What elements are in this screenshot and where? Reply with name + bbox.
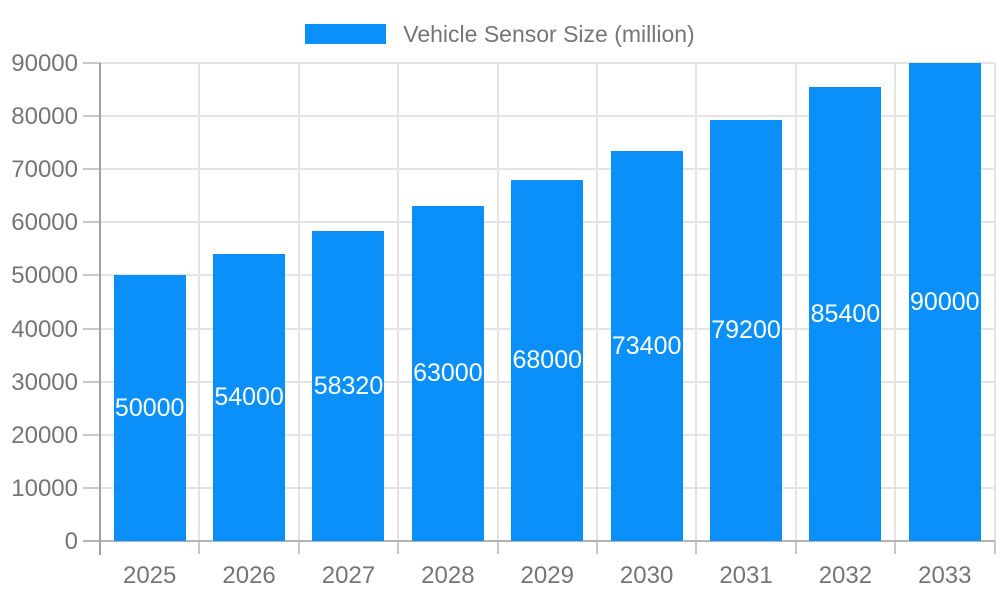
bar-2031[interactable]: 79200 <box>710 120 783 541</box>
x-gridline <box>496 63 499 541</box>
x-axis-tick <box>595 541 598 554</box>
y-axis-label: 0 <box>64 528 78 555</box>
y-axis-label: 20000 <box>11 421 78 449</box>
bar-value-label: 79200 <box>711 316 781 345</box>
x-gridline <box>695 63 698 541</box>
x-gridline <box>198 63 201 541</box>
y-axis-line <box>99 63 101 555</box>
x-axis-tick <box>496 541 499 554</box>
y-axis-label: 10000 <box>11 474 78 502</box>
x-gridline <box>595 63 598 541</box>
bar-value-label: 68000 <box>512 345 583 374</box>
x-axis-label: 2030 <box>619 562 674 589</box>
y-axis-label: 80000 <box>11 103 78 131</box>
y-axis-tick <box>83 486 100 489</box>
bar-value-label: 90000 <box>910 287 980 316</box>
y-axis-label: 90000 <box>11 50 78 77</box>
bar-value-label: 50000 <box>114 393 185 422</box>
x-axis-tick <box>695 541 698 554</box>
y-axis-tick <box>83 115 100 118</box>
x-axis-label: 2027 <box>321 562 376 589</box>
legend[interactable]: Vehicle Sensor Size (million) <box>0 21 1000 47</box>
y-axis-tick <box>83 62 100 64</box>
y-axis-label: 60000 <box>11 209 78 237</box>
y-axis-tick <box>83 433 100 436</box>
x-axis-label: 2032 <box>818 562 873 589</box>
bar-2032[interactable]: 85400 <box>809 87 882 541</box>
legend-swatch <box>305 24 387 44</box>
x-axis-label: 2029 <box>520 562 574 589</box>
legend-label: Vehicle Sensor Size (million) <box>403 21 695 47</box>
y-gridline <box>100 115 995 118</box>
x-axis-label: 2033 <box>918 562 972 589</box>
bar-2028[interactable]: 63000 <box>411 206 484 541</box>
bar-2033[interactable]: 90000 <box>908 63 981 541</box>
x-axis-tick <box>297 541 300 554</box>
x-gridline <box>993 63 996 541</box>
x-gridline <box>794 63 797 541</box>
bar-2027[interactable]: 58320 <box>312 231 385 541</box>
y-axis-tick <box>83 168 100 171</box>
y-axis-tick <box>83 221 100 224</box>
bar-2025[interactable]: 50000 <box>113 275 186 541</box>
y-axis-tick <box>83 380 100 383</box>
y-axis-label: 50000 <box>11 262 78 290</box>
x-axis-label: 2025 <box>122 562 177 589</box>
y-axis-tick <box>83 274 100 277</box>
x-axis-tick <box>397 541 400 554</box>
x-axis-tick <box>794 541 797 554</box>
bar-value-label: 63000 <box>413 359 483 388</box>
bar-2029[interactable]: 68000 <box>511 179 584 541</box>
y-gridline <box>100 62 995 64</box>
bar-value-label: 58320 <box>313 371 384 400</box>
bar-value-label: 85400 <box>810 299 881 328</box>
y-axis-label: 30000 <box>11 368 78 396</box>
x-axis-label: 2028 <box>421 562 475 589</box>
x-gridline <box>397 63 400 541</box>
bar-2026[interactable]: 54000 <box>213 254 286 541</box>
x-gridline <box>894 63 897 541</box>
bar-value-label: 54000 <box>214 383 284 412</box>
y-axis-label: 40000 <box>11 315 78 343</box>
bar-2030[interactable]: 73400 <box>610 151 683 541</box>
x-axis-label: 2031 <box>719 562 773 589</box>
x-axis-tick <box>198 541 201 554</box>
x-axis-label: 2026 <box>222 562 276 589</box>
x-axis-tick <box>894 541 897 554</box>
x-axis-tick <box>993 541 996 554</box>
bar-value-label: 73400 <box>611 331 682 360</box>
x-axis-line <box>83 540 995 542</box>
y-gridline <box>100 168 995 171</box>
y-axis-tick <box>83 327 100 330</box>
x-gridline <box>297 63 300 541</box>
y-axis-label: 70000 <box>11 156 78 184</box>
